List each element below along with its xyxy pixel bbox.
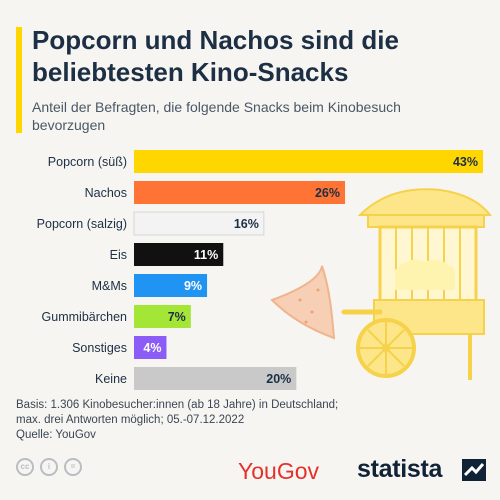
value-label: 11% — [194, 248, 218, 262]
value-label: 26% — [315, 186, 340, 200]
bar[interactable] — [134, 150, 483, 173]
yougov-logo[interactable]: YouGov — [238, 458, 319, 484]
bar[interactable] — [134, 367, 297, 390]
category-label: Popcorn (süß) — [48, 155, 127, 169]
no-derivatives-icon[interactable]: = — [64, 458, 82, 476]
footer-note: Basis: 1.306 Kinobesucher:innen (ab 18 J… — [16, 398, 486, 443]
nacho-chip-icon — [270, 265, 336, 340]
category-label: Keine — [95, 372, 127, 386]
source-line: Quelle: YouGov — [16, 429, 96, 441]
chart-subtitle: Anteil der Befragten, die folgende Snack… — [32, 99, 401, 133]
bar[interactable] — [134, 336, 167, 359]
title-accent-bar — [16, 27, 22, 133]
bar[interactable] — [134, 243, 224, 266]
popcorn-cart-icon — [341, 188, 493, 380]
category-label: Nachos — [85, 186, 127, 200]
value-label: 4% — [143, 341, 161, 355]
category-label: Gummibärchen — [42, 310, 127, 324]
category-label: Sonstiges — [72, 341, 127, 355]
bar[interactable] — [134, 305, 191, 328]
bar[interactable] — [134, 181, 346, 204]
value-label: 20% — [266, 372, 291, 386]
value-label: 7% — [168, 310, 186, 324]
value-label: 9% — [184, 279, 202, 293]
chart-title: Popcorn und Nachos sind die beliebtesten… — [32, 25, 399, 87]
category-label: M&Ms — [92, 279, 127, 293]
category-label: Popcorn (salzig) — [37, 217, 127, 231]
value-label: 43% — [453, 155, 478, 169]
value-label: 16% — [234, 217, 259, 231]
bar[interactable] — [134, 274, 208, 297]
attribution-icon[interactable]: i — [40, 458, 58, 476]
statista-mark-icon[interactable] — [462, 459, 486, 481]
statista-logo[interactable]: statista — [357, 455, 443, 483]
cc-icon[interactable]: cc — [16, 458, 34, 476]
basis-line-2: max. drei Antworten möglich; 05.-07.12.2… — [16, 414, 245, 426]
bar[interactable] — [133, 211, 265, 236]
basis-line-1: Basis: 1.306 Kinobesucher:innen (ab 18 J… — [16, 399, 339, 411]
license-icons: cc i = — [16, 458, 82, 476]
category-label: Eis — [110, 248, 127, 262]
